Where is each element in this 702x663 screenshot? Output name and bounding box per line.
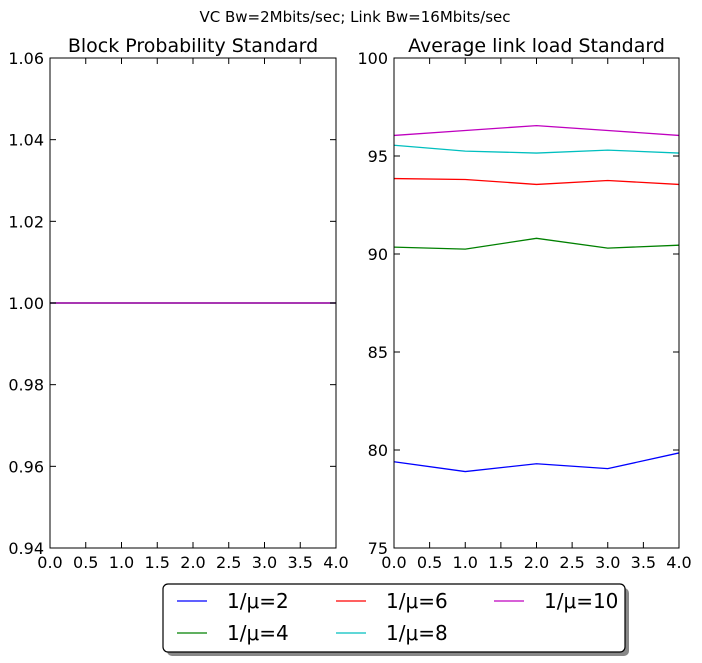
y-tick-label: 1.00 (8, 294, 44, 313)
series-line-4 (393, 144, 680, 154)
x-tick-label: 4.0 (666, 553, 691, 572)
series-line-3 (393, 177, 680, 186)
x-tick-label: 2.5 (216, 553, 241, 572)
series-line-2 (393, 237, 680, 250)
x-tick-label: 2.0 (180, 553, 205, 572)
x-tick-label: 3.0 (252, 553, 277, 572)
series-line-1 (393, 452, 680, 473)
subplot-2: Average link load Standard 0.0 0.5 1.0 1.5 2.… (357, 35, 691, 572)
figure-suptitle: VC Bw=2Mbits/sec; Link Bw=16Mbits/sec (199, 8, 510, 26)
y-tick-label: 0.98 (8, 376, 44, 395)
y-tick-label: 95 (368, 147, 388, 166)
y-tick-label: 1.04 (8, 131, 44, 150)
x-tick-label: 3.5 (631, 553, 656, 572)
y-tick-label: 1.06 (8, 49, 44, 68)
x-tick-label: 3.0 (595, 553, 620, 572)
legend-label: 1/μ=2 (227, 589, 289, 613)
x-tick-label: 1.5 (145, 553, 170, 572)
axes-frame (393, 57, 680, 549)
y-tick-label: 0.94 (8, 539, 44, 558)
y-tick-label: 85 (368, 343, 388, 362)
y-tick-label: 100 (357, 49, 388, 68)
x-tick-label: 0.0 (37, 553, 62, 572)
subplots: Block Probability Standard 0.0 0.5 1.0 1.5 2.… (8, 35, 691, 572)
legend-label: 1/μ=8 (386, 621, 448, 645)
series-line-5 (393, 124, 680, 137)
subplot-1: Block Probability Standard 0.0 0.5 1.0 1.5 2.… (8, 35, 348, 572)
y-tick-label: 0.96 (8, 457, 44, 476)
y-tick-label: 90 (368, 245, 388, 264)
x-tick-label: 1.0 (109, 553, 134, 572)
x-tick-label: 4.0 (323, 553, 348, 572)
x-tick-label: 0.5 (73, 553, 98, 572)
subplot-title: Block Probability Standard (68, 35, 318, 57)
x-tick-label: 1.5 (488, 553, 513, 572)
x-tick-label: 0.5 (417, 553, 442, 572)
legend: 1/μ=2 1/μ=4 1/μ=6 1/μ=8 1/μ=10 (162, 583, 629, 656)
x-tick-label: 0.0 (381, 553, 406, 572)
x-tick-label: 1.0 (453, 553, 478, 572)
x-tick-label: 2.5 (559, 553, 584, 572)
subplot-title: Average link load Standard (408, 35, 665, 57)
y-tick-label: 80 (368, 441, 388, 460)
y-tick-label: 75 (368, 539, 388, 558)
legend-label: 1/μ=6 (386, 589, 448, 613)
x-tick-label: 2.0 (524, 553, 549, 572)
legend-label: 1/μ=10 (544, 589, 618, 613)
x-tick-label: 3.5 (288, 553, 313, 572)
legend-label: 1/μ=4 (227, 621, 289, 645)
y-tick-label: 1.02 (8, 212, 44, 231)
